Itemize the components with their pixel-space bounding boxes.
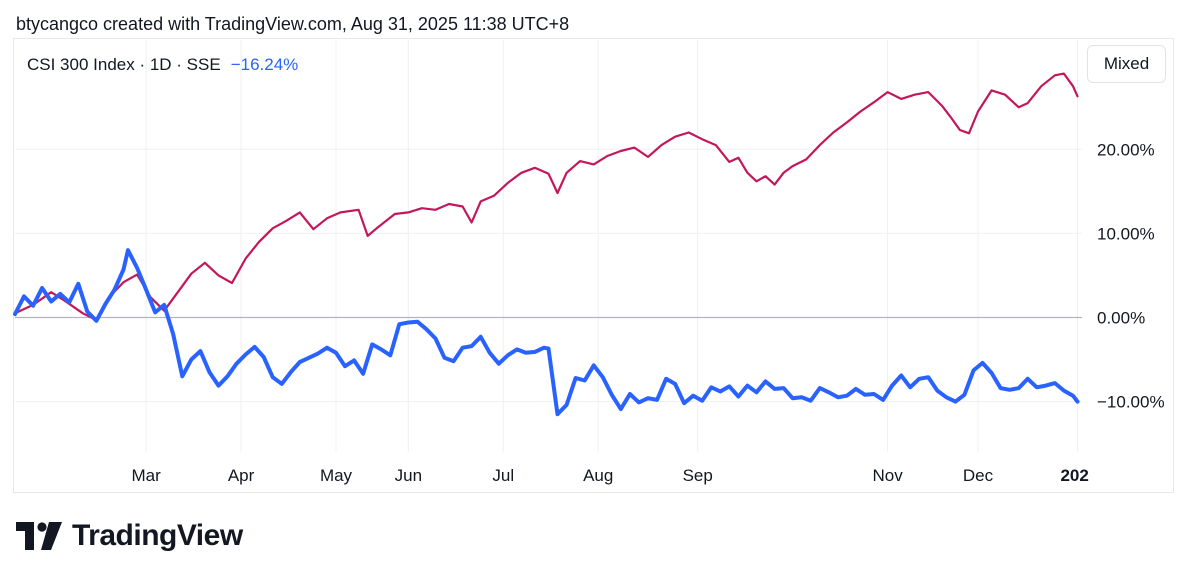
brand-logo-group[interactable]: TradingView bbox=[16, 516, 243, 556]
series-layer bbox=[13, 72, 1080, 417]
scale-mode-button[interactable]: Mixed bbox=[1087, 45, 1166, 83]
x-axis: Mar Apr May Jun Jul Aug Sep Nov Dec 202 bbox=[131, 466, 1088, 485]
x-tick-label-3: Jun bbox=[395, 466, 422, 485]
x-tick-label-6: Sep bbox=[683, 466, 713, 485]
legend-symbol: CSI 300 Index · 1D · SSE bbox=[27, 55, 221, 74]
y-tick-label-0: 20.00% bbox=[1097, 140, 1155, 159]
y-tick-label-2: 0.00% bbox=[1097, 308, 1145, 327]
y-axis: 20.00% 10.00% 0.00% −10.00% bbox=[1097, 140, 1165, 411]
chart-legend: CSI 300 Index · 1D · SSE −16.24% bbox=[27, 55, 298, 75]
x-tick-label-2: May bbox=[320, 466, 353, 485]
chart-credit: btycangco created with TradingView.com, … bbox=[16, 14, 570, 34]
grid-layer bbox=[15, 40, 1082, 452]
x-tick-label-9: 202 bbox=[1060, 466, 1088, 485]
x-tick-label-1: Apr bbox=[228, 466, 255, 485]
series-line-comparison bbox=[13, 72, 1079, 322]
chart-frame bbox=[13, 38, 1174, 493]
x-tick-label-7: Nov bbox=[872, 466, 903, 485]
x-tick-label-8: Dec bbox=[963, 466, 994, 485]
brand-name: TradingView bbox=[72, 519, 243, 552]
x-tick-label-0: Mar bbox=[131, 466, 161, 485]
chart-canvas[interactable]: 20.00% 10.00% 0.00% −10.00% Mar Apr May Jun Jul… bbox=[0, 0, 1200, 500]
x-tick-label-5: Aug bbox=[583, 466, 613, 485]
y-tick-label-3: −10.00% bbox=[1097, 393, 1165, 412]
series-line-csi300 bbox=[13, 248, 1080, 417]
legend-change: −16.24% bbox=[230, 55, 299, 74]
y-tick-label-1: 10.00% bbox=[1097, 224, 1155, 243]
tradingview-logo-icon bbox=[16, 522, 62, 550]
x-tick-label-4: Jul bbox=[492, 466, 514, 485]
